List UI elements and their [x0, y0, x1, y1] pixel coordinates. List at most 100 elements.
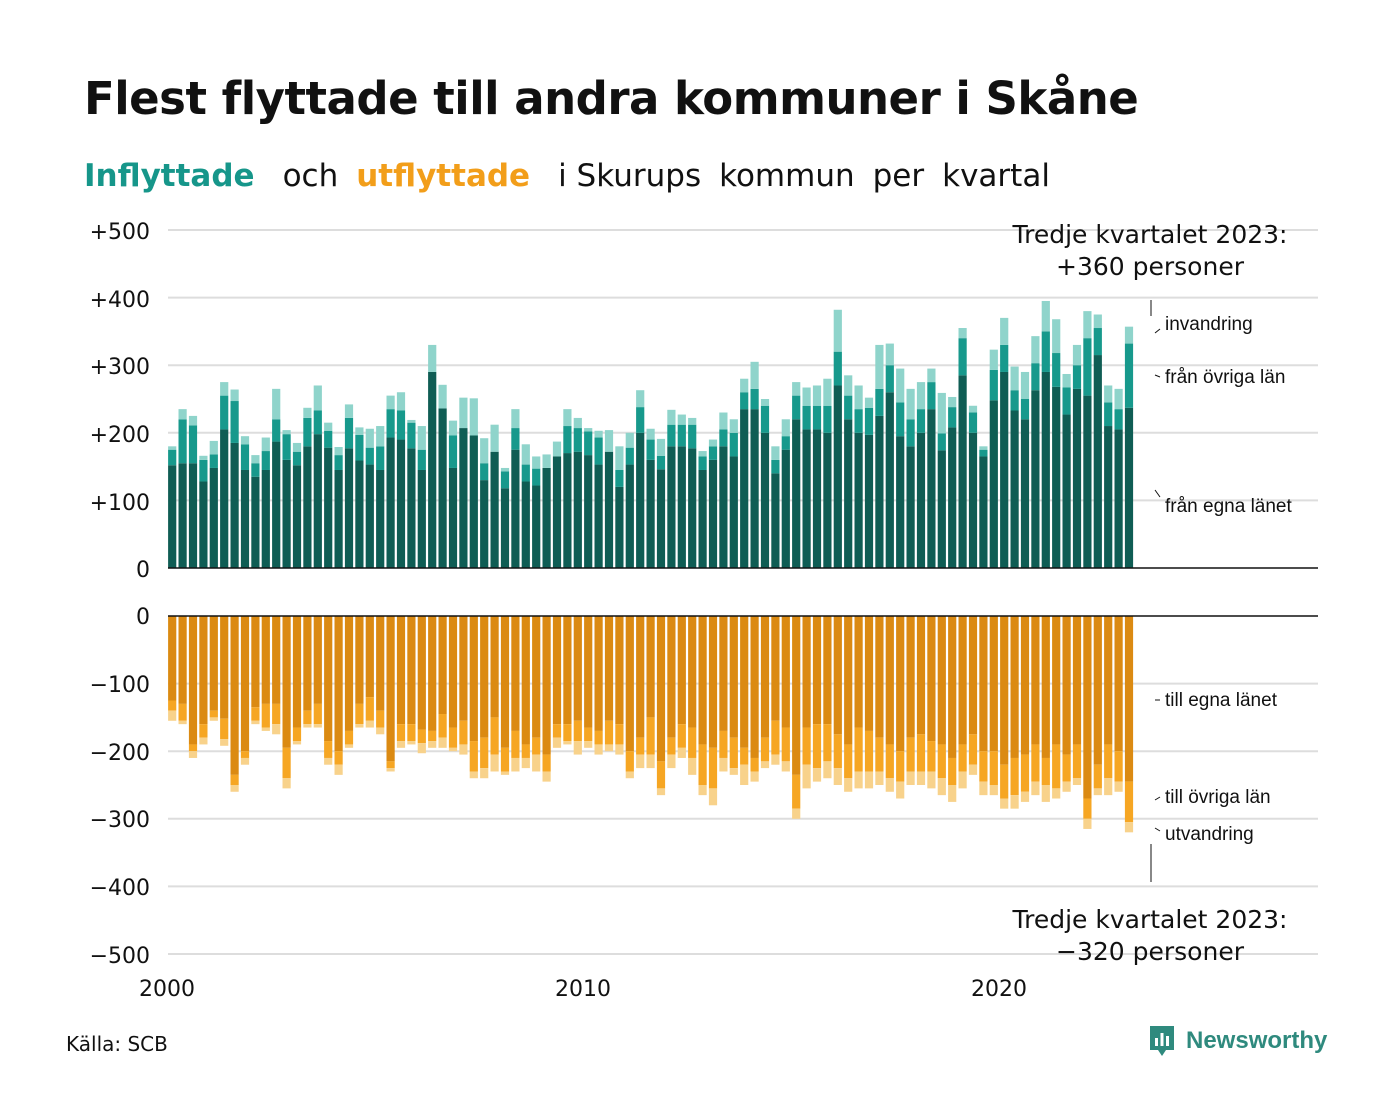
y-tick-label-top-500: +500 [90, 220, 150, 245]
bar-out-2017Q3-2 [896, 781, 905, 799]
bar-in-2014Q3-2 [771, 446, 780, 460]
y-tick-label-bottom-500: −500 [90, 944, 150, 969]
bar-in-2021Q2-2 [1052, 319, 1061, 354]
subtitle-word-kommunname: i Skurups [558, 158, 702, 194]
bar-out-2000Q1-2 [168, 710, 177, 721]
bar-out-2020Q4-1 [1031, 744, 1040, 782]
bar-out-2012Q3-0 [688, 616, 697, 728]
bar-in-2007Q3-0 [480, 480, 489, 568]
bar-out-2011Q3-1 [646, 717, 655, 755]
bar-out-2005Q1-1 [376, 710, 385, 728]
bar-in-2001Q4-0 [240, 469, 250, 568]
bar-in-2022Q2-2 [1093, 314, 1102, 329]
segment-connector-fran-egna-lanet [1154, 489, 1161, 498]
bar-out-2015Q2-2 [802, 764, 811, 789]
bar-in-2002Q2-1 [261, 451, 270, 470]
bar-out-2019Q2-0 [968, 616, 978, 735]
bar-in-2018Q2-2 [927, 368, 936, 383]
bar-in-2008Q4-2 [532, 456, 541, 469]
bar-out-2008Q3-2 [521, 757, 530, 769]
bar-out-2009Q3-0 [563, 616, 572, 725]
bar-out-2013Q1-1 [708, 747, 718, 789]
bar-in-2004Q3-2 [355, 427, 364, 435]
bar-out-2015Q3-2 [812, 768, 822, 782]
bar-out-2022Q2-1 [1093, 764, 1102, 789]
bar-in-2014Q4-2 [781, 419, 790, 437]
bar-in-2004Q2-1 [344, 417, 354, 449]
y-tick-label-top-100: +100 [90, 491, 150, 516]
bar-out-2012Q2-1 [677, 724, 686, 748]
bar-in-2000Q1-1 [168, 449, 177, 466]
bar-in-2010Q3-2 [604, 430, 614, 452]
bar-in-2023Q1-1 [1124, 343, 1134, 408]
segment-label-till-ovriga-lan: till övriga län [1165, 787, 1271, 808]
bar-in-2002Q4-0 [282, 459, 291, 568]
bar-out-2019Q1-1 [958, 744, 967, 772]
bar-out-2012Q2-0 [677, 616, 686, 725]
bar-out-2015Q1-2 [792, 808, 801, 819]
bar-out-2022Q3-2 [1104, 778, 1113, 796]
newsworthy-logo[interactable]: Newsworthy [1148, 1024, 1327, 1058]
bar-in-2017Q2-1 [885, 365, 894, 393]
bar-out-2001Q3-2 [230, 785, 239, 792]
bar-in-2010Q2-2 [594, 430, 603, 438]
bar-in-2003Q2-2 [303, 407, 312, 418]
chart-subtitle: Inflyttade och utflyttade i Skurups kommun pe… [84, 158, 1068, 194]
segment-connector-fran-ovriga-lan [1154, 374, 1161, 378]
bar-out-2021Q2-2 [1052, 788, 1061, 799]
bar-in-2002Q2-0 [261, 469, 270, 568]
bar-in-2019Q3-2 [979, 446, 988, 450]
bar-in-2013Q1-2 [708, 439, 718, 447]
bar-in-2008Q4-1 [532, 468, 541, 486]
bar-in-2012Q4-2 [698, 451, 707, 457]
bar-out-2002Q4-1 [282, 747, 291, 779]
y-tick-label-bottom-0: 0 [136, 605, 150, 630]
bar-in-2014Q4-1 [781, 436, 790, 450]
bar-out-2002Q1-0 [251, 616, 260, 708]
bar-out-2014Q2-1 [760, 737, 770, 762]
bar-out-2013Q1-2 [708, 788, 718, 806]
bar-out-2001Q3-1 [230, 774, 239, 785]
bar-in-2016Q3-0 [854, 432, 863, 568]
bar-out-2007Q3-1 [480, 737, 489, 769]
bar-in-2017Q2-2 [885, 343, 894, 366]
bar-out-2006Q4-2 [448, 747, 458, 752]
bar-out-2004Q3-0 [355, 616, 364, 704]
bar-in-2005Q3-2 [396, 392, 406, 411]
bar-out-2018Q3-0 [937, 616, 946, 745]
bar-in-2010Q1-1 [584, 431, 593, 456]
bar-out-2012Q4-1 [698, 744, 707, 785]
bar-out-2022Q4-2 [1114, 781, 1123, 792]
bar-in-2022Q4-1 [1114, 409, 1123, 430]
bar-in-2004Q2-0 [344, 448, 354, 568]
bar-in-2012Q1-1 [667, 424, 676, 447]
bar-in-2016Q2-0 [844, 419, 853, 568]
bar-out-2000Q2-1 [178, 703, 187, 721]
bar-out-2011Q3-2 [646, 754, 655, 769]
bar-in-2020Q1-0 [1000, 371, 1009, 568]
bar-in-2006Q2-2 [428, 344, 437, 372]
bar-out-2009Q3-2 [563, 741, 572, 745]
bar-in-2013Q4-1 [740, 392, 749, 410]
bar-out-2010Q4-2 [615, 744, 624, 755]
bar-out-2008Q1-2 [500, 771, 510, 775]
bar-out-2022Q1-2 [1083, 818, 1092, 829]
x-tick-label-2010: 2010 [555, 977, 611, 1002]
bar-in-2021Q4-1 [1072, 365, 1082, 389]
bar-out-2003Q3-2 [313, 724, 322, 728]
bar-out-2014Q3-1 [771, 720, 780, 755]
bar-in-2017Q4-0 [906, 446, 915, 568]
bar-out-2003Q4-1 [324, 741, 333, 758]
bar-in-2016Q1-1 [833, 351, 842, 386]
bar-out-2021Q3-1 [1062, 754, 1071, 782]
bar-out-2001Q4-2 [240, 757, 250, 765]
bar-out-2018Q3-2 [937, 778, 946, 796]
bar-out-2002Q4-2 [282, 778, 291, 789]
bar-out-2001Q2-0 [220, 616, 229, 719]
bar-out-2021Q1-1 [1041, 757, 1050, 785]
bar-out-2013Q3-1 [729, 737, 738, 769]
bar-in-2004Q1-0 [334, 469, 343, 568]
bar-out-2014Q2-0 [760, 616, 770, 738]
bar-out-2017Q4-0 [906, 616, 915, 738]
bar-in-2020Q3-1 [1020, 399, 1030, 420]
